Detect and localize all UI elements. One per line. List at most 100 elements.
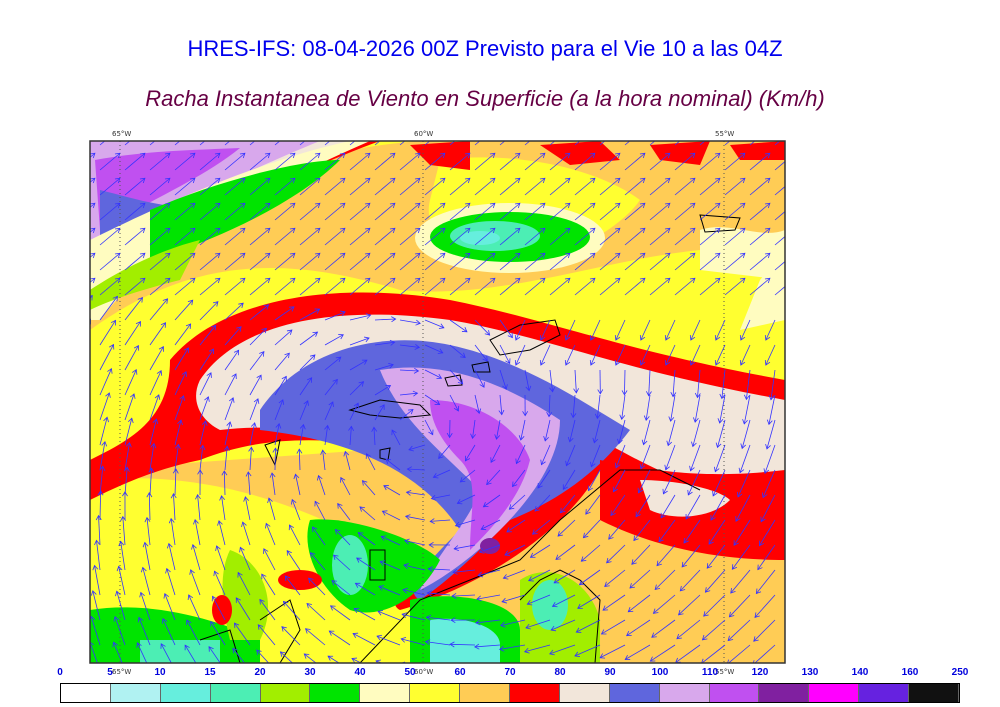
wind-vector-head xyxy=(565,128,570,133)
wind-vector xyxy=(733,519,751,546)
wind-vector-head xyxy=(314,177,321,184)
wind-vector-head xyxy=(259,598,265,605)
wind-vector xyxy=(424,227,446,246)
wind-vector-head xyxy=(478,548,485,554)
wind-vector-head xyxy=(565,103,570,108)
wind-vector xyxy=(624,202,646,221)
wind-vector xyxy=(249,202,271,221)
wind-vector-head xyxy=(765,443,771,450)
wind-vector xyxy=(749,202,771,221)
wind-vector-head xyxy=(790,178,795,183)
wind-vector xyxy=(566,444,576,466)
wind-vector xyxy=(312,526,326,546)
wind-vector xyxy=(385,458,401,471)
wind-vector xyxy=(149,346,164,371)
wind-vector xyxy=(506,519,526,533)
wind-vector xyxy=(349,277,371,296)
wind-vector xyxy=(624,252,646,271)
wind-vector-head xyxy=(633,535,639,542)
wind-vector xyxy=(314,501,326,521)
wind-vector xyxy=(572,394,576,418)
wind-vector-head xyxy=(135,320,141,327)
wind-vector xyxy=(99,152,121,171)
wind-vector-head xyxy=(514,359,521,366)
wind-vector-head xyxy=(564,359,571,366)
wind-vector-head xyxy=(164,152,171,159)
wind-vector-head xyxy=(264,277,271,284)
wind-vector xyxy=(643,419,651,445)
wind-vector-head xyxy=(694,392,701,399)
wind-vector xyxy=(124,321,141,346)
wind-vector xyxy=(99,202,121,221)
wind-vector-head xyxy=(514,227,521,234)
wind-vector xyxy=(424,202,446,221)
wind-vector xyxy=(75,392,85,420)
wind-vector xyxy=(324,311,346,321)
wind-vector-head xyxy=(719,393,726,400)
wind-vector-head xyxy=(72,515,77,519)
wind-vector xyxy=(324,202,346,221)
wind-vector xyxy=(520,419,526,441)
wind-vector xyxy=(138,617,151,646)
wind-vector xyxy=(124,418,133,446)
wind-vector xyxy=(549,202,571,221)
wind-vector xyxy=(474,141,481,146)
wind-vector-head xyxy=(314,500,320,507)
wind-vector-head xyxy=(413,367,420,374)
wind-vector-head xyxy=(339,227,346,234)
wind-vector-head xyxy=(144,516,151,523)
wind-vector-head xyxy=(92,564,99,571)
wind-vector xyxy=(757,544,776,570)
wind-vector xyxy=(675,644,701,663)
wind-vector-head xyxy=(549,674,554,679)
wind-vector xyxy=(449,152,471,171)
wind-vector xyxy=(478,569,501,576)
wind-vector-head xyxy=(136,642,142,648)
wind-vector-head xyxy=(315,103,320,108)
wind-vector xyxy=(717,419,726,448)
wind-vector xyxy=(174,227,196,246)
wind-vector xyxy=(499,141,506,146)
wind-vector-head xyxy=(619,414,626,421)
wind-vector-head xyxy=(289,152,296,159)
wind-vector-head xyxy=(214,177,221,184)
wind-vector xyxy=(99,392,110,421)
wind-vector xyxy=(265,523,276,546)
wind-vector-head xyxy=(515,128,520,133)
wind-vector xyxy=(356,557,376,571)
wind-vector xyxy=(574,644,601,657)
wind-vector-head xyxy=(337,503,343,509)
wind-vector-head xyxy=(564,202,571,209)
wind-vector-head xyxy=(439,277,446,284)
wind-vector xyxy=(148,492,151,521)
wind-vector-head xyxy=(621,390,628,396)
wind-vector-head xyxy=(740,103,745,108)
wind-vector-head xyxy=(320,449,327,455)
wind-vector-head xyxy=(312,331,319,337)
wind-vector-head xyxy=(339,277,346,284)
wind-vector-head xyxy=(565,460,571,467)
wind-vector xyxy=(654,569,676,590)
wind-vector xyxy=(359,506,376,521)
wind-vector xyxy=(174,347,189,371)
wind-vector-head xyxy=(114,252,121,259)
wind-vector xyxy=(325,103,345,120)
wind-vector-head xyxy=(164,202,171,209)
wind-vector xyxy=(504,544,526,556)
wind-vector xyxy=(430,519,451,522)
wind-vector-head xyxy=(434,399,441,405)
wind-vector-head xyxy=(640,103,645,108)
wind-vector xyxy=(449,344,466,358)
wind-vector xyxy=(299,424,304,446)
wind-vector xyxy=(249,152,271,171)
wind-vector xyxy=(749,227,771,246)
colorbar-tick-label: 20 xyxy=(254,667,266,678)
wind-vector-head xyxy=(589,227,596,234)
wind-vector-head xyxy=(221,470,228,476)
wind-vector-head xyxy=(589,277,596,284)
wind-vector-head xyxy=(231,373,237,379)
wind-vector-head xyxy=(518,435,525,441)
wind-vector xyxy=(577,594,601,609)
wind-vector-head xyxy=(213,570,219,577)
wind-vector-head xyxy=(539,227,546,234)
